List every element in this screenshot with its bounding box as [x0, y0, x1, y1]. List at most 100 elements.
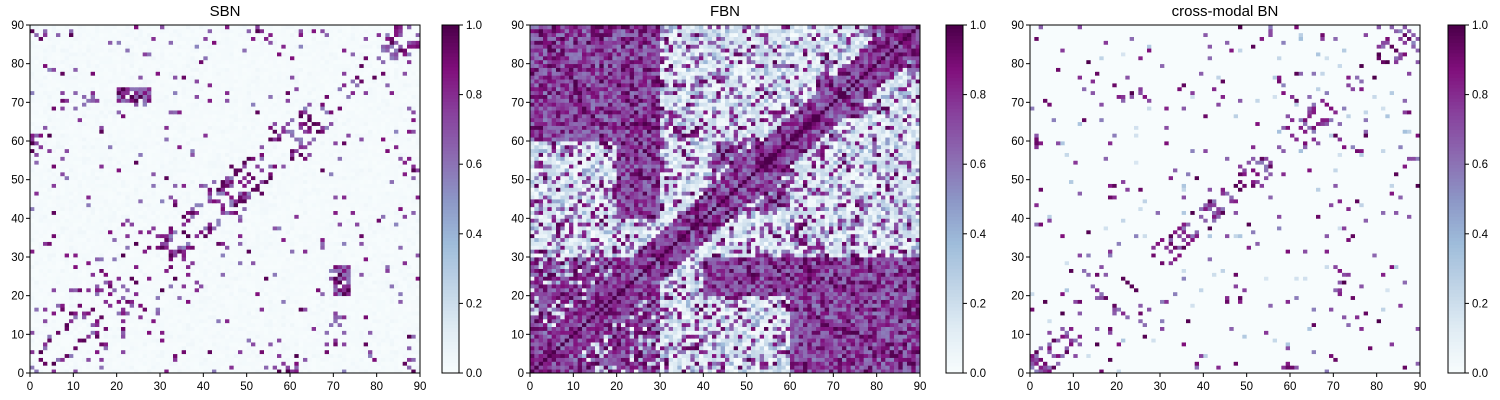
heatmap-cell — [82, 249, 87, 253]
heatmap-cell — [91, 315, 96, 319]
heatmap-cell — [403, 253, 408, 257]
heatmap-cell — [381, 172, 386, 176]
heatmap-cell — [381, 300, 386, 304]
heatmap-cell — [290, 242, 295, 246]
heatmap-cell — [99, 238, 104, 242]
heatmap-cell — [338, 203, 343, 207]
heatmap-cell — [216, 226, 221, 230]
heatmap-cell — [138, 292, 143, 296]
heatmap-cell — [377, 284, 382, 288]
heatmap-cell — [186, 303, 191, 307]
heatmap-cell — [268, 168, 273, 172]
heatmap-cell — [281, 327, 286, 331]
heatmap-cell — [234, 187, 239, 191]
heatmap-cell — [78, 330, 83, 334]
heatmap-cell — [99, 265, 104, 269]
heatmap-cell — [86, 180, 91, 184]
heatmap-cell — [73, 257, 78, 261]
heatmap-cell — [355, 288, 360, 292]
heatmap-cell — [78, 346, 83, 350]
heatmap-cell — [182, 176, 187, 180]
heatmap-cell — [195, 280, 200, 284]
heatmap-cell — [216, 160, 221, 164]
heatmap-cell — [303, 280, 308, 284]
heatmap-cell — [164, 365, 169, 369]
heatmap-cell — [338, 272, 343, 276]
heatmap-cell — [186, 218, 191, 222]
heatmap-cell — [268, 307, 273, 311]
heatmap-cell — [108, 218, 113, 222]
heatmap-cell — [390, 214, 395, 218]
heatmap-cell — [69, 218, 74, 222]
heatmap-cell — [186, 234, 191, 238]
heatmap-cell — [316, 288, 321, 292]
heatmap-cell — [346, 334, 351, 338]
heatmap-cell — [229, 338, 234, 342]
heatmap-cell — [377, 269, 382, 273]
heatmap-cell — [195, 323, 200, 327]
heatmap-cell — [234, 284, 239, 288]
heatmap-cell — [216, 365, 221, 369]
heatmap-cell — [238, 249, 243, 253]
heatmap-cell — [251, 265, 256, 269]
heatmap-cell — [359, 354, 364, 358]
heatmap-cell — [316, 265, 321, 269]
heatmap-cell — [346, 280, 351, 284]
heatmap-cell — [143, 358, 148, 362]
heatmap-cell — [203, 257, 208, 261]
heatmap-cell — [303, 218, 308, 222]
heatmap-cell — [312, 187, 317, 191]
heatmap-cell — [238, 257, 243, 261]
heatmap-cell — [338, 296, 343, 300]
heatmap-cell — [108, 203, 113, 207]
heatmap-cell — [208, 311, 213, 315]
heatmap-cell — [221, 242, 226, 246]
heatmap-cell — [390, 265, 395, 269]
heatmap-cell — [112, 249, 117, 253]
heatmap-cell — [368, 180, 373, 184]
heatmap-cell — [82, 284, 87, 288]
heatmap-cell — [130, 280, 135, 284]
heatmap-cell — [381, 272, 386, 276]
heatmap-cell — [299, 160, 304, 164]
heatmap-cell — [251, 272, 256, 276]
heatmap-cell — [307, 191, 312, 195]
heatmap-cell — [268, 323, 273, 327]
heatmap-cell — [173, 211, 178, 215]
heatmap-cell — [203, 230, 208, 234]
heatmap-cell — [208, 288, 213, 292]
heatmap-cell — [147, 300, 152, 304]
heatmap-cell — [186, 164, 191, 168]
heatmap-cell — [208, 191, 213, 195]
heatmap-cell — [398, 164, 403, 168]
heatmap-cell — [134, 168, 139, 172]
heatmap-cell — [138, 300, 143, 304]
heatmap-cell — [312, 327, 317, 331]
heatmap-cell — [134, 288, 139, 292]
heatmap-cell — [86, 338, 91, 342]
heatmap-cell — [312, 361, 317, 365]
heatmap-cell — [173, 199, 178, 203]
heatmap-cell — [52, 207, 57, 211]
heatmap-cell — [86, 249, 91, 253]
heatmap-cell — [60, 160, 65, 164]
heatmap-cell — [147, 156, 152, 160]
heatmap-cell — [156, 330, 161, 334]
heatmap-cell — [351, 242, 356, 246]
heatmap-cell — [82, 242, 87, 246]
heatmap-cell — [320, 176, 325, 180]
heatmap-cell — [112, 238, 117, 242]
heatmap-cell — [112, 323, 117, 327]
heatmap-cell — [73, 284, 78, 288]
heatmap-cell — [78, 226, 83, 230]
heatmap-cell — [364, 245, 369, 249]
heatmap-cell — [43, 296, 48, 300]
heatmap-cell — [325, 292, 330, 296]
heatmap-cell — [130, 226, 135, 230]
heatmap-cell — [225, 354, 230, 358]
heatmap-cell — [99, 330, 104, 334]
heatmap-cell — [390, 253, 395, 257]
heatmap-cell — [294, 261, 299, 265]
heatmap-cell — [238, 319, 243, 323]
heatmap-cell — [238, 230, 243, 234]
